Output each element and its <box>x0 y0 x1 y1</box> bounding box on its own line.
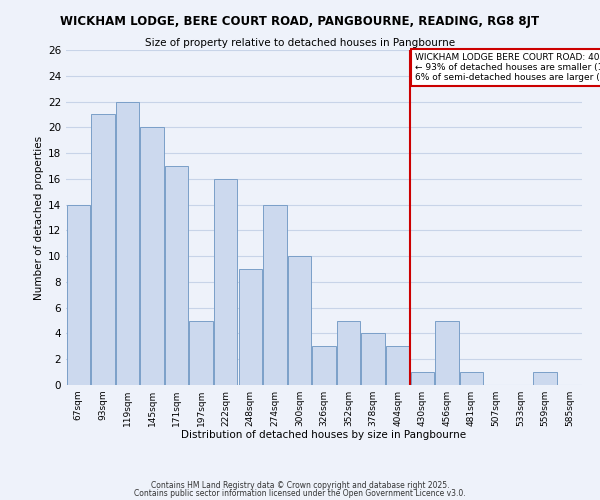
Text: Contains HM Land Registry data © Crown copyright and database right 2025.: Contains HM Land Registry data © Crown c… <box>151 480 449 490</box>
Text: Size of property relative to detached houses in Pangbourne: Size of property relative to detached ho… <box>145 38 455 48</box>
Y-axis label: Number of detached properties: Number of detached properties <box>34 136 44 300</box>
Bar <box>460 372 483 385</box>
Bar <box>116 102 139 385</box>
Bar <box>214 179 238 385</box>
Bar <box>165 166 188 385</box>
Bar <box>435 320 458 385</box>
Bar <box>288 256 311 385</box>
Bar <box>67 204 90 385</box>
Bar <box>140 128 164 385</box>
Text: WICKHAM LODGE BERE COURT ROAD: 404sqm
← 93% of detached houses are smaller (158): WICKHAM LODGE BERE COURT ROAD: 404sqm ← … <box>415 52 600 82</box>
Bar <box>386 346 409 385</box>
Bar <box>361 334 385 385</box>
Bar <box>91 114 115 385</box>
Bar <box>313 346 335 385</box>
Bar <box>263 204 287 385</box>
Text: WICKHAM LODGE, BERE COURT ROAD, PANGBOURNE, READING, RG8 8JT: WICKHAM LODGE, BERE COURT ROAD, PANGBOUR… <box>61 15 539 28</box>
X-axis label: Distribution of detached houses by size in Pangbourne: Distribution of detached houses by size … <box>181 430 467 440</box>
Bar <box>190 320 213 385</box>
Text: Contains public sector information licensed under the Open Government Licence v3: Contains public sector information licen… <box>134 489 466 498</box>
Bar <box>410 372 434 385</box>
Bar <box>337 320 360 385</box>
Bar <box>239 269 262 385</box>
Bar <box>533 372 557 385</box>
